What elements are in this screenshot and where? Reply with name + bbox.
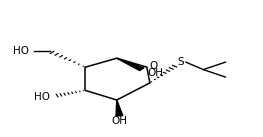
Polygon shape	[116, 100, 123, 116]
Text: OH: OH	[111, 116, 127, 126]
Text: S: S	[178, 57, 184, 67]
Text: OH: OH	[147, 68, 163, 78]
Text: HO: HO	[34, 92, 50, 102]
Text: HO: HO	[13, 46, 29, 56]
Polygon shape	[117, 58, 144, 71]
Text: O: O	[149, 61, 158, 71]
